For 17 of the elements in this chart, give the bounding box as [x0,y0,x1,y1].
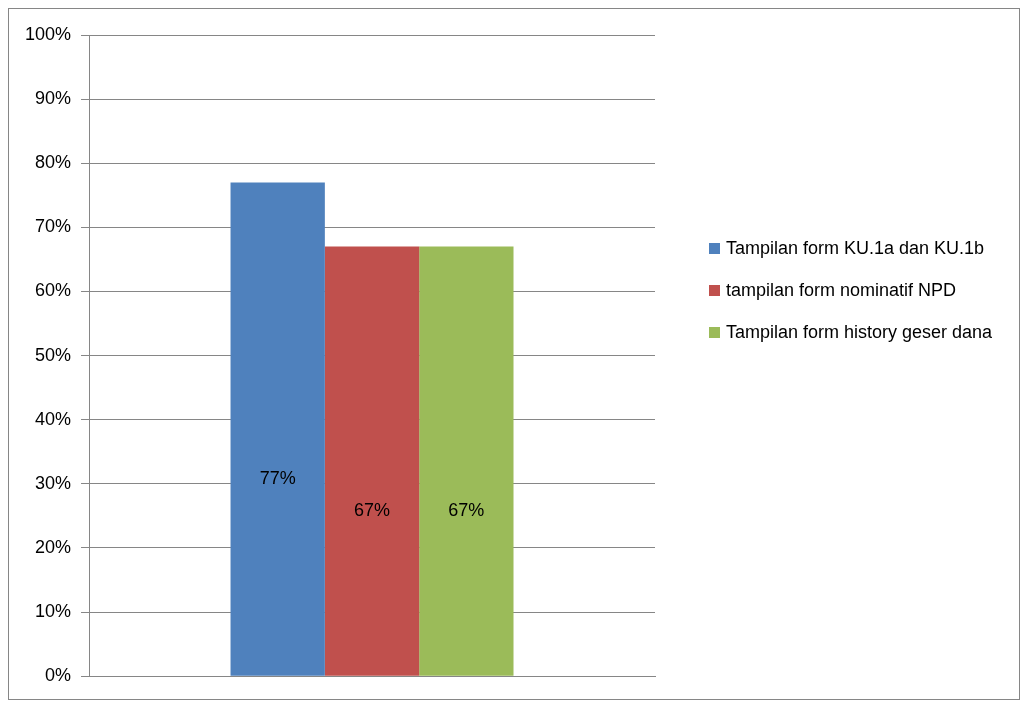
data-label: 67% [448,500,485,521]
legend-label: tampilan form nominatif NPD [726,279,957,302]
legend-label: Tampilan form history geser dana [726,321,993,344]
data-label: 77% [259,468,296,489]
data-label: 67% [354,500,391,521]
y-tick-label: 40% [35,408,72,429]
y-tick-label: 50% [35,344,72,365]
y-tick-label: 70% [35,216,72,237]
y-tick-label: 90% [35,88,72,109]
y-tick-label: 10% [35,601,72,622]
y-tick-label: 80% [35,152,72,173]
y-tick-label: 20% [35,536,72,557]
y-tick-label: 0% [45,665,72,686]
y-tick-label: 30% [35,472,72,493]
y-tick-label: 60% [35,280,72,301]
y-tick-label: 100% [24,23,72,44]
legend-label: Tampilan form KU.1a dan KU.1b [726,237,985,260]
